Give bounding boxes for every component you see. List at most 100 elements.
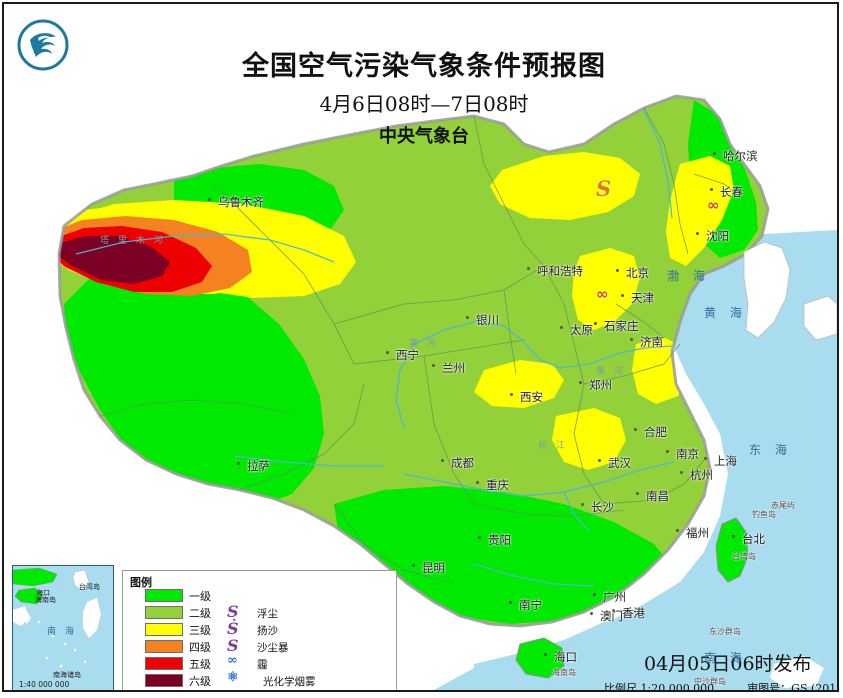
legend-color-swatch: [145, 640, 183, 653]
sea-label: 渤 海: [667, 269, 710, 283]
city-label: 重庆: [486, 478, 509, 492]
city-dot: [593, 593, 596, 596]
legend-panel: 图例 一级 二级 S 浮尘 三级 Ṡ 扬沙 四级 S 沙尘暴 五级 ∞ 霾六级 ⚛ 光化学烟雾: [122, 570, 397, 690]
city-dot: [560, 326, 563, 329]
sea-label: 东 海: [749, 443, 792, 457]
city-dot: [713, 152, 716, 155]
city-label: 台北: [742, 532, 765, 546]
legend-level-label: 五级: [189, 658, 211, 671]
city-dot: [636, 492, 639, 495]
legend-symbol-s-plain-icon: S: [227, 602, 239, 621]
city-dot: [208, 198, 211, 201]
legend-title: 图例: [130, 576, 152, 589]
city-label: 西安: [520, 390, 543, 404]
river-label: 塔 里 木 河: [100, 236, 166, 246]
inset-label: 南海诸岛: [53, 671, 81, 679]
city-dot: [616, 269, 619, 272]
legend-level-label: 四级: [189, 641, 211, 654]
city-dot: [527, 267, 530, 270]
city-dot: [478, 536, 481, 539]
city-label: 海口: [554, 650, 577, 664]
legend-color-swatch: [145, 657, 183, 670]
legend-symbol-label: 浮尘: [257, 608, 278, 620]
legend-level-label: 六级: [189, 675, 211, 688]
legend-color-swatch: [145, 623, 183, 636]
city-label: 呼和浩特: [537, 264, 583, 278]
city-dot: [509, 601, 512, 604]
island-label: 台湾岛: [732, 552, 756, 561]
haze-symbol-icon: ∞: [707, 196, 719, 214]
island-label: 赤尾屿: [771, 501, 795, 510]
city-dot: [441, 459, 444, 462]
legend-symbol-label: 扬沙: [257, 625, 278, 637]
scale-text: 比例尺 1:20 000 000: [604, 682, 715, 690]
issuing-agency: 中央气象台: [379, 126, 469, 147]
inset-label: 海南岛: [35, 596, 56, 604]
river-label: 长 江: [538, 441, 568, 451]
city-label: 银川: [476, 313, 499, 327]
city-dot: [666, 450, 669, 453]
island-label: 钓鱼岛: [752, 510, 776, 519]
city-label: 乌鲁木齐: [218, 195, 264, 209]
legend-row: 二级 S 浮尘: [145, 602, 385, 621]
legend-row: 三级 Ṡ 扬沙: [145, 619, 385, 638]
city-dot: [704, 457, 707, 460]
city-label: 杭州: [690, 468, 713, 482]
city-dot: [732, 535, 735, 538]
river-label: 黄 河: [409, 339, 439, 349]
legend-symbol-label: 光化学烟雾: [263, 676, 316, 688]
haze-symbol-icon: ∞: [596, 285, 608, 303]
sea-label: 南 海: [704, 651, 747, 665]
city-label: 福州: [686, 526, 709, 540]
city-label: 南京: [676, 447, 699, 461]
legend-symbol-label: 沙尘暴: [257, 642, 289, 654]
city-label: 石家庄: [604, 319, 639, 333]
city-label: 哈尔滨: [723, 149, 758, 163]
city-dot: [412, 564, 415, 567]
city-dot: [579, 381, 582, 384]
city-label: 澳门: [600, 609, 623, 623]
city-label: 南昌: [646, 489, 669, 503]
legend-level-label: 三级: [189, 624, 211, 637]
island-label: 中沙群岛: [694, 677, 726, 686]
legend-color-swatch: [145, 606, 183, 619]
cma-dragon-logo-icon: [17, 19, 69, 71]
city-dot: [598, 459, 601, 462]
city-label: 拉萨: [247, 459, 270, 473]
city-dot: [612, 609, 615, 612]
inset-map-svg: [13, 566, 113, 690]
city-label: 广州: [603, 590, 626, 604]
forecast-period: 4月6日08时—7日08时: [319, 92, 529, 116]
page-title: 全国空气污染气象条件预报图: [242, 51, 606, 82]
city-label: 天津: [631, 291, 654, 305]
legend-row: 一级: [145, 589, 385, 604]
river-label: 黄 河: [596, 367, 626, 377]
city-label: 南宁: [519, 598, 542, 612]
city-dot: [696, 232, 699, 235]
city-label: 北京: [626, 266, 649, 280]
footer-scale-and-number: 比例尺 1:20 000 000 审图号：GS (2017) 3320号: [604, 680, 837, 690]
city-dot: [676, 529, 679, 532]
city-label: 合肥: [644, 425, 667, 439]
city-label: 兰州: [442, 361, 465, 375]
city-label: 武汉: [608, 456, 631, 470]
legend-row: 四级 S 沙尘暴: [145, 636, 385, 655]
sea-label: 黄 海: [704, 306, 747, 320]
inset-scale-text: 1:40 000 000: [19, 680, 70, 689]
legend-symbol-s-dot-icon: Ṡ: [227, 619, 239, 638]
city-label: 沈阳: [706, 229, 729, 243]
inset-label: 台湾岛: [79, 583, 100, 591]
legend-level-label: 一级: [189, 590, 211, 603]
city-label: 西宁: [396, 348, 419, 362]
city-dot: [621, 294, 624, 297]
south-china-sea-inset: 南海诸岛 南 海 台湾岛 海南岛 海口 1:40 000 000: [12, 565, 114, 690]
legend-symbol-s-arrow-icon: S: [227, 636, 239, 655]
city-dot: [386, 351, 389, 354]
legend-level-label: 二级: [189, 607, 211, 620]
city-label: 长春: [720, 185, 743, 199]
city-label: 香港: [622, 606, 645, 620]
city-label: 长沙: [591, 500, 614, 514]
city-dot: [476, 481, 479, 484]
